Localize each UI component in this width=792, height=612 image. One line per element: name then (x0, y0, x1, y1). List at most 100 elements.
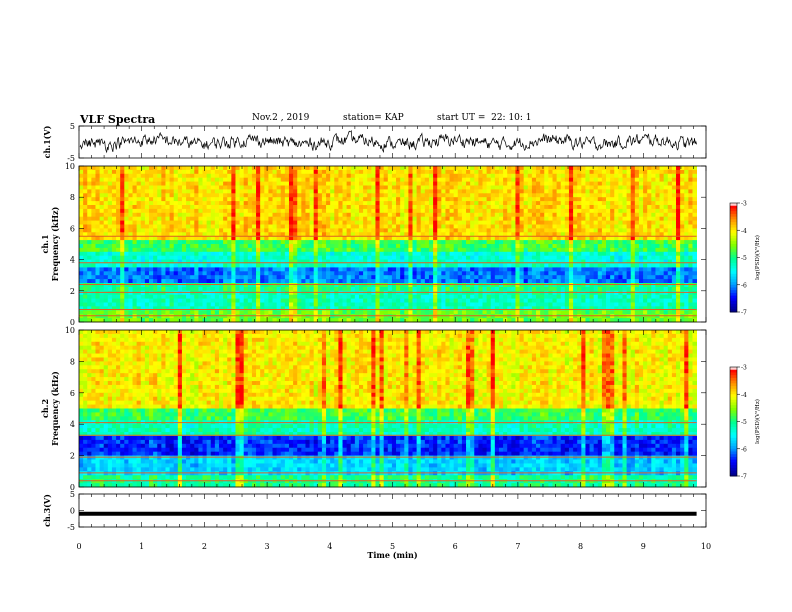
spectrogram-cell (371, 173, 376, 179)
spectrogram-cell (589, 166, 595, 171)
spectrogram-cell (597, 205, 603, 210)
spectrogram-cell (663, 216, 669, 221)
spectrogram-cell (581, 247, 586, 253)
spectrogram-cell (153, 212, 158, 218)
spectrogram-cell (626, 169, 632, 175)
spectrogram-cell (91, 279, 96, 284)
spectrogram-cell (515, 255, 520, 260)
spectrogram-cell (107, 220, 113, 225)
spectrogram-cell (400, 189, 405, 194)
spectrogram-cell (288, 193, 294, 198)
spectrogram-cell (186, 169, 191, 175)
spectrogram-cell (268, 177, 273, 182)
spectrogram-cell (317, 166, 323, 171)
spectrogram-cell (416, 166, 422, 171)
spectrogram-cell (243, 232, 249, 237)
spectrogram-cell (330, 275, 335, 280)
spectrogram-cell (124, 208, 129, 214)
spectrogram-cell (268, 286, 273, 292)
spectrogram-cell (597, 236, 603, 241)
spectrogram-cell (173, 205, 179, 210)
spectrogram-cell (161, 185, 166, 190)
spectrogram-cell (173, 212, 179, 218)
spectrogram-cell (272, 193, 278, 198)
spectrogram-cell (416, 228, 422, 233)
spectrogram-cell (478, 263, 483, 268)
spectrogram-cell (470, 212, 475, 218)
spectrogram-cell (564, 232, 570, 237)
spectrogram-cell (91, 216, 96, 221)
spectrogram-cell (79, 212, 84, 218)
spectrogram-cell (95, 208, 100, 214)
spectrogram-cell (663, 173, 669, 179)
spectrogram-cell (148, 240, 154, 245)
spectrogram-cell (585, 205, 590, 210)
spectrogram-cell (638, 216, 644, 221)
spectrogram-cell (614, 185, 619, 190)
spectrogram-cell (288, 205, 294, 210)
spectrogram-cell (103, 244, 109, 249)
spectrogram-cell (544, 220, 549, 225)
spectrogram-cell (293, 208, 298, 214)
spectrogram-cell (136, 193, 142, 198)
spectrogram-cell (556, 169, 562, 175)
spectrogram-cell (478, 185, 483, 190)
spectrogram-cell (515, 208, 520, 214)
spectrogram-cell (313, 236, 319, 241)
spectrogram-cell (169, 173, 175, 179)
spectrogram-cell (688, 216, 693, 221)
spectrogram-cell (379, 181, 385, 186)
spectrogram-cell (531, 240, 537, 245)
spectrogram-cell (519, 267, 525, 272)
spectrogram-cell (396, 279, 401, 284)
spectrogram-cell (589, 244, 595, 249)
spectrogram-cell (445, 240, 450, 245)
spectrogram-cell (437, 173, 442, 179)
spectrogram-cell (346, 275, 352, 280)
spectrogram-cell (486, 177, 492, 182)
spectrogram-cell (190, 240, 195, 245)
spectrogram-cell (338, 193, 343, 198)
spectrogram-cell (313, 290, 319, 296)
spectrogram-cell (511, 240, 516, 245)
spectrogram-cell (91, 240, 96, 245)
spectrogram-cell (79, 275, 84, 280)
spectrogram-cell (614, 275, 619, 280)
spectrogram-cell (144, 201, 150, 206)
spectrogram-cell (177, 251, 183, 257)
spectrogram-cell (202, 212, 208, 218)
spectrogram-cell (498, 208, 504, 214)
spectrogram-cell (239, 294, 245, 299)
spectrogram-cell (190, 290, 195, 296)
spectrogram-cell (449, 263, 455, 268)
spectrogram-cell (511, 279, 516, 284)
spectrogram-cell (190, 267, 195, 272)
spectrogram-cell (346, 290, 352, 296)
spectrogram-cell (556, 193, 562, 198)
spectrogram-cell (540, 216, 545, 221)
spectrogram-cell (202, 197, 208, 202)
spectrogram-cell (79, 181, 84, 186)
spectrogram-cell (301, 236, 306, 241)
spectrogram-cell (338, 212, 343, 218)
spectrogram-cell (564, 166, 570, 171)
spectrogram-cell (671, 185, 677, 190)
spectrogram-cell (568, 232, 574, 237)
spectrogram-cell (478, 177, 483, 182)
spectrogram-cell (585, 169, 590, 175)
spectrogram-cell (268, 216, 273, 221)
spectrogram-cell (556, 181, 562, 186)
spectrogram-cell (618, 240, 623, 245)
spectrogram-cell (391, 166, 397, 171)
spectrogram-cell (589, 240, 595, 245)
spectrogram-cell (264, 255, 269, 260)
spectrogram-cell (288, 271, 294, 276)
spectrogram-cell (478, 290, 483, 296)
spectrogram-cell (527, 173, 533, 179)
spectrogram-cell (671, 290, 677, 296)
spectrogram-cell (606, 271, 611, 276)
spectrogram-cell (99, 286, 105, 292)
spectrogram-cell (663, 286, 669, 292)
spectrogram-cell (107, 267, 113, 272)
spectrogram-cell (120, 169, 125, 175)
